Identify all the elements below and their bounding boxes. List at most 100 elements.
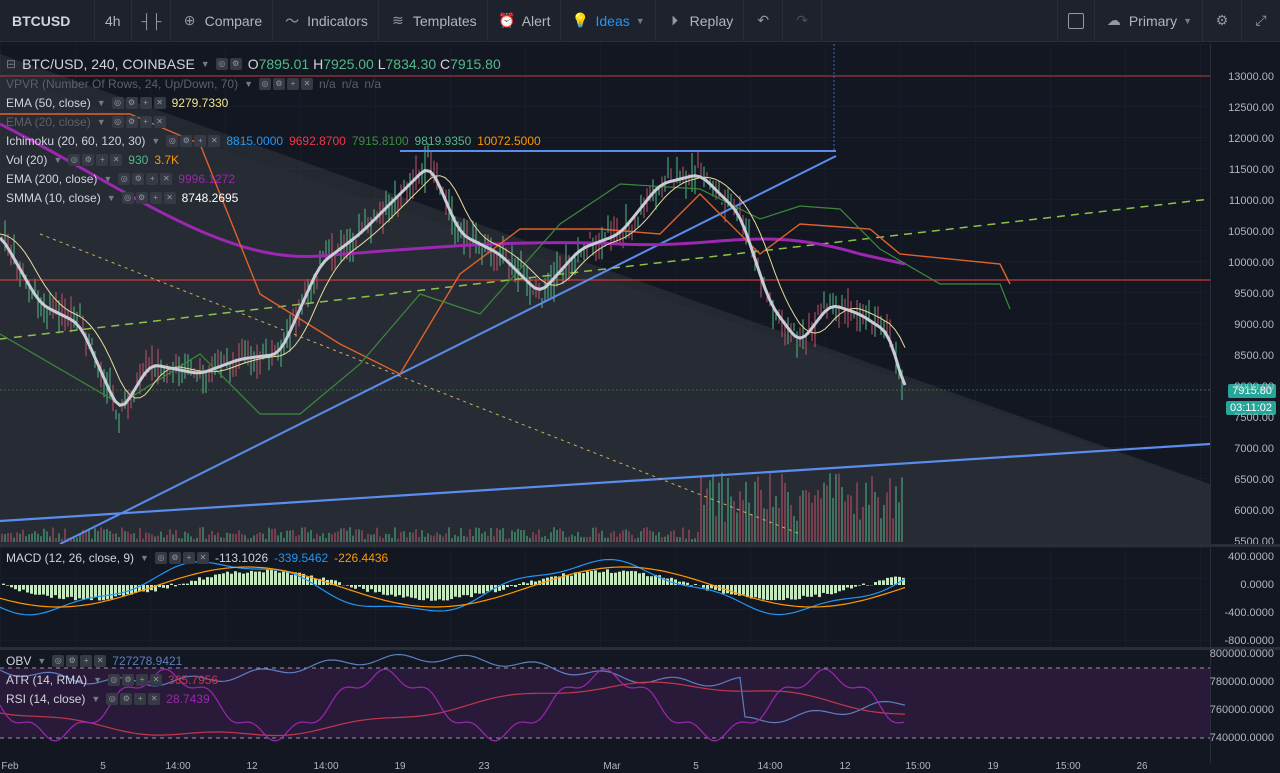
macd-histogram-bar: [674, 579, 677, 585]
chevron-down-icon[interactable]: ▼: [93, 675, 103, 685]
volume-bar: [166, 534, 168, 542]
collapse-icon[interactable]: ⊟: [6, 57, 17, 71]
volume-bar: [283, 537, 285, 542]
interval-button[interactable]: 4h: [95, 0, 132, 41]
macd-histogram-bar: [54, 585, 57, 596]
axis-tick-label: 7500.00: [1234, 412, 1274, 424]
legend-controls[interactable]: ◎ ⚙ + ✕: [121, 192, 176, 204]
layout-button[interactable]: ☁ Primary ▼: [1095, 0, 1203, 41]
volume-bar: [229, 533, 231, 542]
macd-histogram-bar: [114, 585, 117, 597]
indicator-legend[interactable]: Ichimoku (20, 60, 120, 30) ▼ ◎ ⚙ + ✕ 8815.0000…: [6, 134, 541, 148]
alert-button[interactable]: ⏰ Alert: [488, 0, 562, 41]
volume-bar: [415, 529, 417, 542]
symbol-search[interactable]: BTCUSD: [0, 0, 95, 41]
indicator-legend[interactable]: Vol (20) ▼ ◎ ⚙ + ✕ 930 3.7K: [6, 153, 179, 167]
chevron-down-icon[interactable]: ▼: [103, 174, 113, 184]
macd-histogram-bar: [770, 585, 773, 601]
legend-controls[interactable]: ◎ ⚙ + ✕: [118, 173, 173, 185]
uptrend-line[interactable]: [59, 155, 837, 544]
macd-histogram-bar: [470, 585, 473, 598]
volume-bar: [400, 532, 402, 542]
indicator-legend[interactable]: OBV ▼ ◎ ⚙ + ✕ 727278.9421: [6, 654, 182, 668]
indicator-name: ATR (14, RMA): [6, 673, 88, 687]
price-axis[interactable]: 7915.80 03:11:02 13000.00 12500.00 12000.0…: [1210, 44, 1280, 548]
oscillator-axis[interactable]: 800000.0000 780000.0000 760000.0000 740000.…: [1210, 648, 1280, 763]
volume-bar: [49, 536, 51, 542]
indicator-value: -226.4436: [334, 551, 389, 565]
volume-bar: [667, 534, 669, 542]
axis-tick-label: 10000.00: [1228, 257, 1274, 269]
legend-controls[interactable]: ◎ ⚙ + ✕: [52, 655, 107, 667]
indicator-legend[interactable]: ATR (14, RMA) ▼ ◎ ⚙ + ✕ 365.7956: [6, 673, 218, 687]
legend-controls[interactable]: ◎ ⚙ + ✕: [111, 97, 166, 109]
indicator-legend[interactable]: RSI (14, close) ▼ ◎ ⚙ + ✕ 28.7439: [6, 692, 210, 706]
chevron-down-icon[interactable]: ▼: [200, 59, 210, 69]
chevron-down-icon[interactable]: ▼: [96, 117, 106, 127]
symbol-legend[interactable]: ⊟ BTC/USD, 240, COINBASE ▼ ◎ ⚙ O7895.01 H…: [6, 56, 501, 72]
dotted-trendline[interactable]: [39, 233, 801, 535]
volume-bar: [184, 531, 186, 542]
chevron-down-icon[interactable]: ▼: [140, 553, 149, 563]
indicator-legend[interactable]: VPVR (Number Of Rows, 24, Up/Down, 70) ▼ ◎…: [6, 77, 381, 91]
legend-controls[interactable]: ◎ ⚙ + ✕: [166, 135, 221, 147]
macd-axis[interactable]: 400.0000 0.0000 -400.0000 -800.0000: [1210, 547, 1280, 647]
macd-pane[interactable]: MACD (12, 26, close, 9) ▼ ◎ ⚙ + ✕ -113.1026 -33…: [0, 547, 1210, 647]
indicator-legend[interactable]: SMMA (10, close) ▼ ◎ ⚙ + ✕ 8748.2695: [6, 191, 238, 205]
volume-bar: [214, 535, 216, 542]
chart-type-button[interactable]: ┤├: [132, 0, 171, 41]
volume-bar: [751, 514, 753, 542]
pane-separator[interactable]: [0, 544, 1280, 547]
indicator-value: 3.7K: [154, 153, 179, 167]
legend-controls[interactable]: ◎ ⚙ + ✕: [111, 116, 166, 128]
ideas-button[interactable]: 💡 Ideas ▼: [561, 0, 656, 41]
volume-bar: [598, 533, 600, 542]
regression-channel: [0, 54, 1210, 544]
volume-bar: [505, 538, 507, 542]
dashed-trendline[interactable]: [0, 198, 1210, 340]
indicator-legend[interactable]: EMA (50, close) ▼ ◎ ⚙ + ✕ 9279.7330: [6, 96, 228, 110]
price-pane[interactable]: ⊟ BTC/USD, 240, COINBASE ▼ ◎ ⚙ O7895.01 H…: [0, 44, 1210, 544]
legend-controls[interactable]: ◎ ⚙ + ✕: [68, 154, 123, 166]
settings-button[interactable]: ⚙: [1203, 0, 1242, 41]
redo-button[interactable]: ↷: [783, 0, 823, 41]
volume-bar: [463, 536, 465, 542]
macd-histogram-bar: [70, 585, 73, 597]
volume-bar: [808, 492, 810, 542]
macd-histogram-bar: [18, 585, 21, 592]
macd-histogram-bar: [250, 570, 253, 585]
fullscreen-toggle-button[interactable]: [1058, 0, 1095, 41]
chevron-down-icon[interactable]: ▼: [91, 694, 101, 704]
volume-bar: [487, 535, 489, 542]
chevron-down-icon[interactable]: ▼: [37, 656, 47, 666]
undo-button[interactable]: ↶: [744, 0, 784, 41]
macd-histogram-bar: [206, 577, 209, 585]
macd-histogram-bar: [358, 585, 361, 587]
legend-controls[interactable]: ◎ ⚙ + ✕: [154, 552, 209, 564]
legend-controls[interactable]: ◎ ⚙: [215, 58, 242, 70]
compare-button[interactable]: ⊕ Compare: [171, 0, 274, 41]
chevron-down-icon[interactable]: ▼: [106, 193, 116, 203]
volume-bar: [889, 478, 891, 542]
chevron-down-icon[interactable]: ▼: [96, 98, 106, 108]
legend-controls[interactable]: ◎ ⚙ + ✕: [106, 693, 161, 705]
replay-button[interactable]: ⏵ Replay: [656, 0, 745, 41]
templates-button[interactable]: ≋ Templates: [379, 0, 488, 41]
time-axis[interactable]: Feb 5 14:00 12 14:00 19 23 Mar 5 14:00 12 15:00 19 15…: [0, 761, 1210, 773]
legend-controls[interactable]: ◎ ⚙ + ✕: [259, 78, 313, 90]
support-line[interactable]: [0, 442, 1210, 523]
volume-bar: [322, 533, 324, 542]
chevron-down-icon[interactable]: ▼: [244, 79, 253, 89]
volume-bar: [469, 529, 471, 542]
chevron-down-icon[interactable]: ▼: [151, 136, 161, 146]
indicators-button[interactable]: 〜 Indicators: [273, 0, 379, 41]
oscillator-pane[interactable]: OBV ▼ ◎ ⚙ + ✕ 727278.9421 ATR (14, RMA) ▼ ◎ ⚙ + ✕ 365…: [0, 650, 1210, 763]
time-tick-label: 5: [100, 761, 106, 772]
indicator-legend[interactable]: EMA (200, close) ▼ ◎ ⚙ + ✕ 9996.1272: [6, 172, 235, 186]
chevron-down-icon[interactable]: ▼: [53, 155, 63, 165]
indicator-legend[interactable]: MACD (12, 26, close, 9) ▼ ◎ ⚙ + ✕ -113.1026 -33…: [6, 551, 388, 565]
pane-separator[interactable]: [0, 647, 1280, 650]
legend-controls[interactable]: ◎ ⚙ + ✕: [108, 674, 163, 686]
indicator-legend[interactable]: EMA (20, close) ▼ ◎ ⚙ + ✕: [6, 115, 166, 129]
expand-button[interactable]: ⤢: [1242, 0, 1280, 41]
